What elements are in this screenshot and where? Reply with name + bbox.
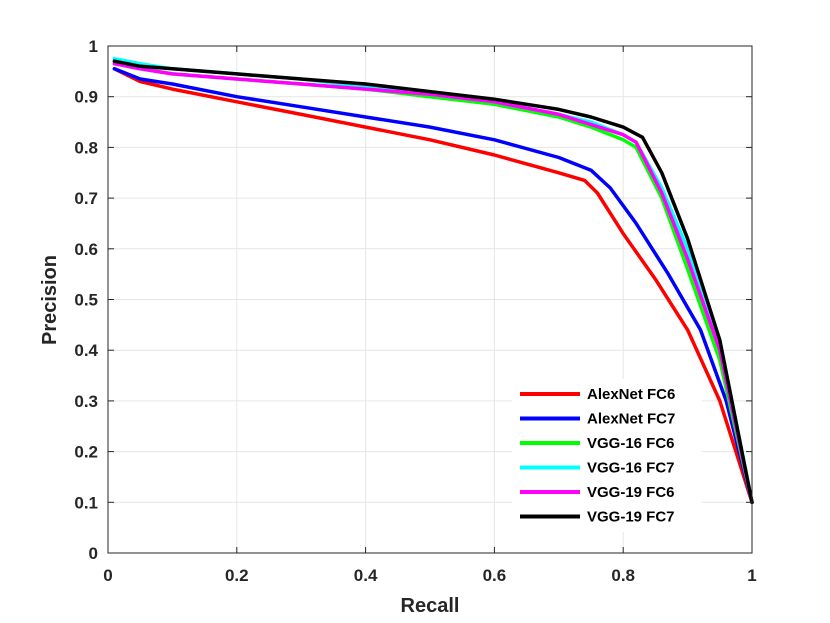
ticks: 0 0.2 0.4 0.6 0.8 1 0 0.1 0.2 0.3 0.4 0.5 0.6 0.7 0.8 0… xyxy=(74,37,756,585)
y-tick-label: 0.3 xyxy=(74,392,98,411)
legend-label: VGG-16 FC6 xyxy=(587,435,675,452)
legend-label: VGG-19 FC7 xyxy=(587,509,675,526)
y-tick-label: 0.8 xyxy=(74,138,98,157)
x-tick-label: 0.2 xyxy=(225,566,249,585)
y-tick-label: 0.2 xyxy=(74,443,98,462)
y-tick-label: 0.6 xyxy=(74,240,98,259)
y-tick-label: 0.5 xyxy=(74,291,98,310)
x-tick-label: 0.8 xyxy=(611,566,635,585)
x-tick-label: 0 xyxy=(103,566,112,585)
series-line-alexnet-fc6 xyxy=(112,67,754,505)
x-axis-title: Recall xyxy=(401,595,460,617)
series-line-vgg-19-fc7 xyxy=(112,59,754,505)
legend-label: AlexNet FC6 xyxy=(587,386,675,403)
x-tick-label: 0.4 xyxy=(354,566,378,585)
y-axis-title: Precision xyxy=(39,255,61,345)
legend-label: VGG-16 FC7 xyxy=(587,460,675,477)
x-tick-label: 1 xyxy=(747,566,756,585)
x-tick-label: 0.6 xyxy=(483,566,507,585)
y-tick-label: 0.4 xyxy=(74,341,98,360)
y-tick-label: 0.9 xyxy=(74,88,98,107)
y-tick-label: 0 xyxy=(89,544,98,563)
legend-box xyxy=(512,379,702,532)
y-tick-label: 0.7 xyxy=(74,189,98,208)
y-tick-label: 1 xyxy=(89,37,98,56)
series-line-alexnet-fc7 xyxy=(112,67,754,505)
series-line-vgg-19-fc6 xyxy=(112,61,754,505)
legend-label: VGG-19 FC6 xyxy=(587,484,675,501)
legend: AlexNet FC6 AlexNet FC7 VGG-16 FC6 VGG-16 F… xyxy=(512,379,702,532)
legend-label: AlexNet FC7 xyxy=(587,411,675,428)
series-lines xyxy=(112,56,754,505)
y-tick-label: 0.1 xyxy=(74,493,98,512)
